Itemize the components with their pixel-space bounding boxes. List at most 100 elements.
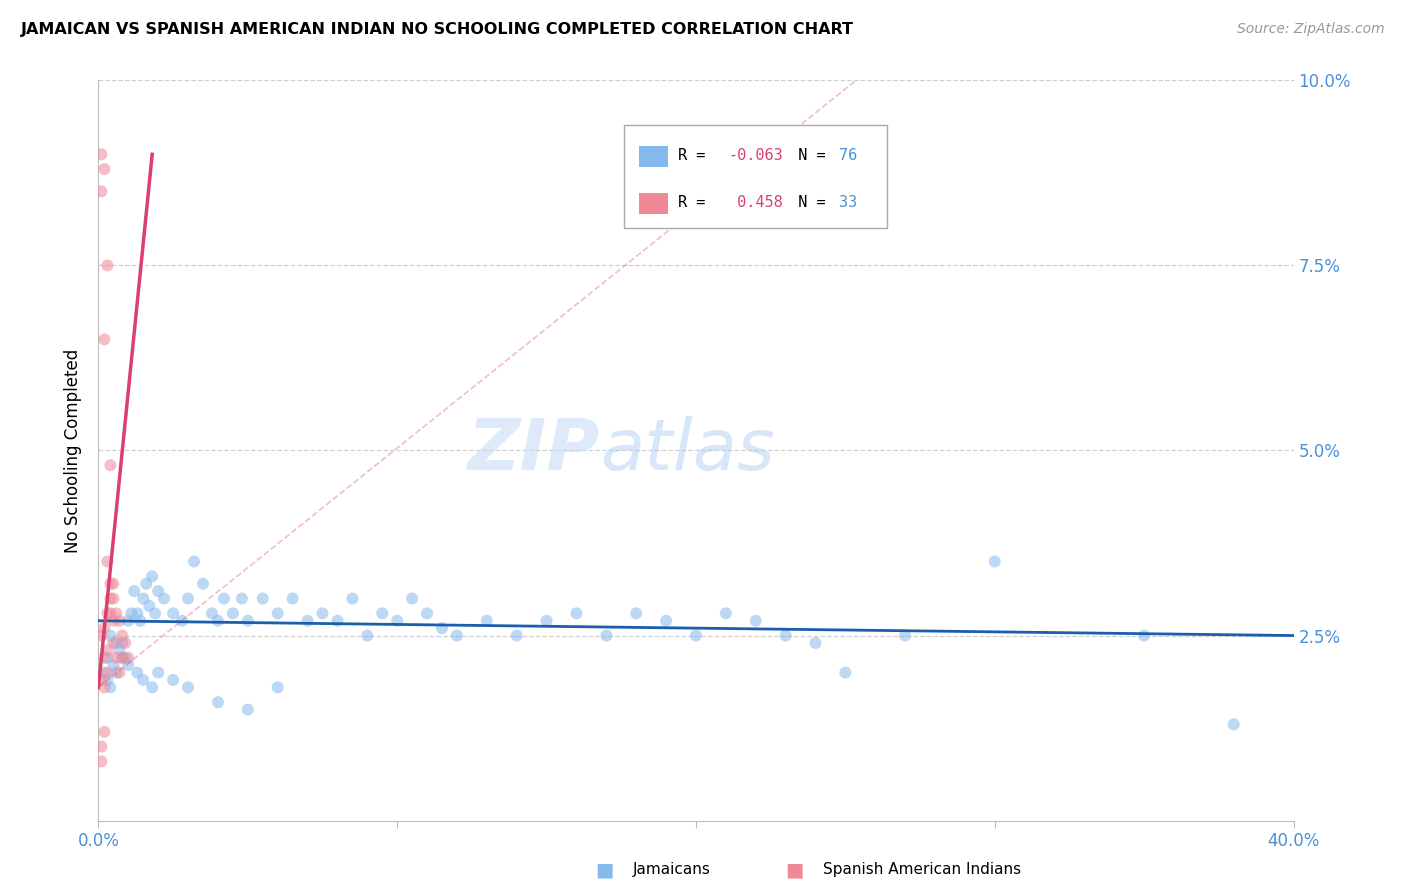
Point: [430, 621, 453, 635]
Point: [105, 665, 128, 680]
Point: [120, 607, 142, 621]
Point: [98, 607, 122, 621]
Point: [201, 607, 224, 621]
Point: [103, 591, 125, 606]
FancyBboxPatch shape: [638, 193, 668, 213]
Point: [132, 673, 155, 687]
Point: [236, 614, 259, 628]
Point: [172, 614, 194, 628]
Y-axis label: No Schooling Completed: No Schooling Completed: [65, 349, 83, 552]
Point: [281, 591, 304, 606]
Point: [90, 755, 112, 769]
Point: [124, 584, 146, 599]
Point: [98, 628, 122, 642]
Point: [96, 643, 118, 657]
Text: ■: ■: [595, 860, 614, 880]
Point: [90, 739, 112, 754]
Point: [98, 576, 122, 591]
Point: [103, 614, 125, 628]
Point: [108, 643, 131, 657]
Point: [356, 628, 378, 642]
Point: [93, 162, 115, 177]
Point: [655, 614, 678, 628]
Point: [385, 614, 409, 628]
Point: [129, 614, 152, 628]
Text: 0.458: 0.458: [728, 195, 783, 210]
Point: [506, 628, 529, 642]
Point: [127, 607, 149, 621]
Point: [108, 614, 131, 628]
Point: [90, 147, 112, 161]
Point: [138, 599, 160, 613]
Point: [162, 607, 184, 621]
Point: [90, 628, 112, 642]
Point: [1133, 628, 1156, 642]
Point: [93, 665, 115, 680]
Text: JAMAICAN VS SPANISH AMERICAN INDIAN NO SCHOOLING COMPLETED CORRELATION CHART: JAMAICAN VS SPANISH AMERICAN INDIAN NO S…: [21, 22, 853, 37]
Point: [267, 607, 290, 621]
Point: [90, 184, 112, 198]
Point: [93, 332, 115, 346]
Text: N =: N =: [780, 148, 834, 163]
Point: [177, 681, 200, 695]
Point: [714, 607, 737, 621]
Point: [148, 584, 170, 599]
Point: [191, 576, 214, 591]
Point: [96, 607, 118, 621]
Text: R =: R =: [678, 148, 714, 163]
Point: [98, 681, 122, 695]
Point: [371, 607, 394, 621]
Point: [162, 673, 184, 687]
Text: atlas: atlas: [600, 416, 775, 485]
Point: [117, 614, 139, 628]
Text: N =: N =: [780, 195, 834, 210]
Point: [446, 628, 468, 642]
Point: [183, 554, 205, 569]
Text: -0.063: -0.063: [728, 148, 783, 163]
Point: [1223, 717, 1246, 731]
Point: [114, 636, 136, 650]
FancyBboxPatch shape: [624, 125, 887, 228]
Point: [105, 650, 128, 665]
Point: [111, 650, 134, 665]
Point: [108, 665, 131, 680]
Point: [212, 591, 235, 606]
Point: [297, 614, 319, 628]
Point: [111, 636, 134, 650]
Point: [311, 607, 333, 621]
Point: [475, 614, 498, 628]
FancyBboxPatch shape: [638, 146, 668, 167]
Point: [626, 607, 648, 621]
Text: Source: ZipAtlas.com: Source: ZipAtlas.com: [1237, 22, 1385, 37]
Text: Jamaicans: Jamaicans: [633, 863, 710, 877]
Point: [103, 576, 125, 591]
Point: [98, 591, 122, 606]
Point: [804, 636, 827, 650]
Point: [231, 591, 253, 606]
Point: [96, 259, 118, 273]
Point: [103, 658, 125, 673]
Point: [177, 591, 200, 606]
Point: [416, 607, 439, 621]
Point: [98, 458, 122, 473]
Text: 33: 33: [839, 195, 858, 210]
Point: [536, 614, 558, 628]
Point: [148, 665, 170, 680]
Point: [93, 650, 115, 665]
Point: [117, 650, 139, 665]
Point: [207, 695, 229, 709]
Point: [342, 591, 364, 606]
Text: Spanish American Indians: Spanish American Indians: [823, 863, 1021, 877]
Point: [105, 607, 128, 621]
Point: [565, 607, 588, 621]
Point: [111, 650, 134, 665]
Point: [141, 569, 163, 583]
Point: [117, 658, 139, 673]
Point: [111, 628, 134, 642]
Point: [834, 665, 856, 680]
Text: 76: 76: [839, 148, 858, 163]
Point: [96, 673, 118, 687]
Point: [114, 650, 136, 665]
Point: [93, 621, 115, 635]
Point: [326, 614, 349, 628]
